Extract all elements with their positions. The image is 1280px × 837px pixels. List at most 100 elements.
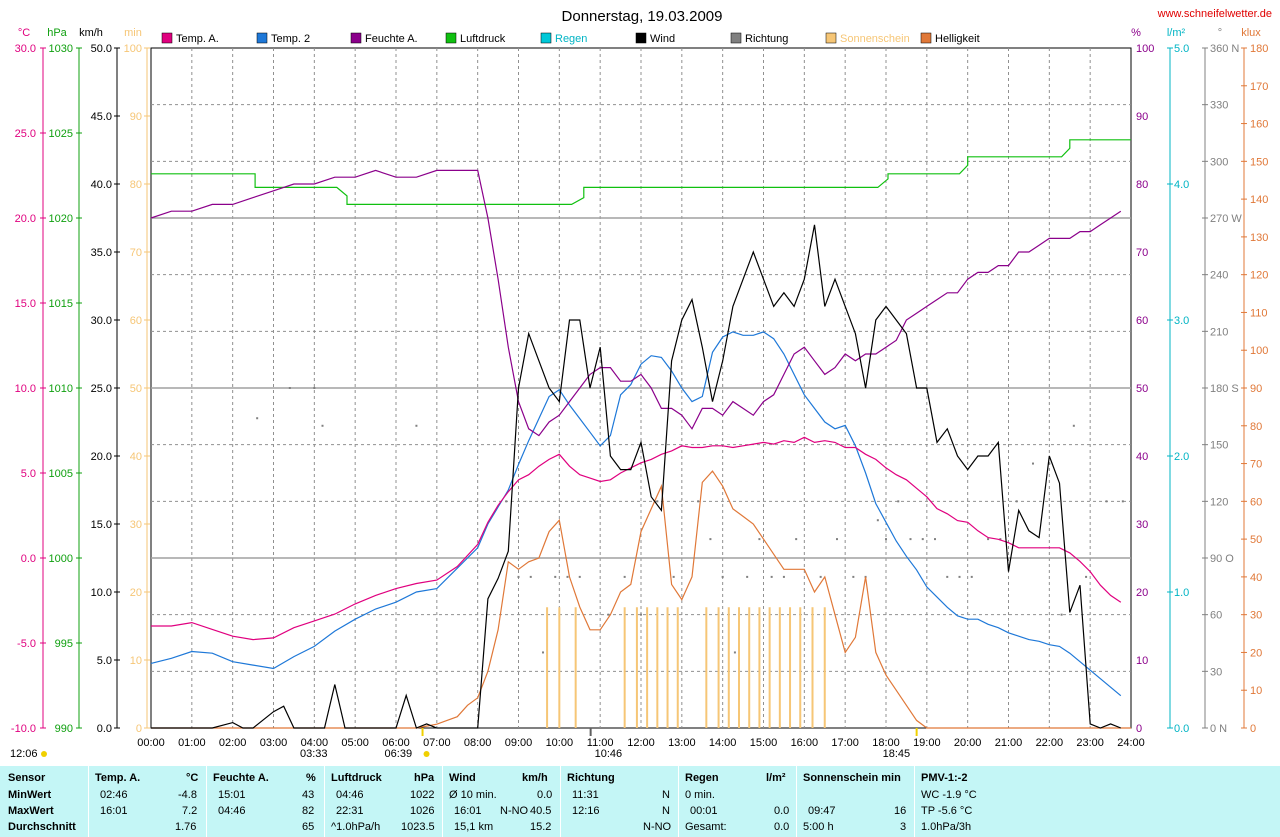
noon-sun-icon bbox=[41, 751, 47, 757]
direction-dot bbox=[672, 575, 675, 578]
tick-klux: 20 bbox=[1250, 647, 1262, 659]
direction-dot bbox=[1085, 575, 1088, 578]
x-tick-label: 23:00 bbox=[1076, 737, 1104, 749]
direction-dot bbox=[256, 417, 259, 420]
legend-label-feuchte: Feuchte A. bbox=[365, 33, 418, 45]
wind-max-value: 40.5 bbox=[530, 805, 552, 817]
direction-dot bbox=[770, 575, 773, 578]
direction-dot bbox=[733, 651, 736, 654]
direction-dot bbox=[758, 538, 761, 541]
x-tick-label: 00:00 bbox=[137, 737, 165, 749]
tick-kmh: 20.0 bbox=[91, 451, 112, 463]
feuchte-min-time: 15:01 bbox=[218, 789, 246, 801]
x-tick-label: 02:00 bbox=[219, 737, 247, 749]
temp-header: Temp. A. bbox=[95, 772, 141, 784]
tick-deg: 240 bbox=[1210, 270, 1228, 282]
tick-kmh: 35.0 bbox=[91, 247, 112, 259]
regen-max-time: 00:01 bbox=[690, 805, 718, 817]
sunset-time: 18:45 bbox=[883, 748, 911, 760]
tick-klux: 120 bbox=[1250, 270, 1268, 282]
tick-deg: 60 bbox=[1210, 610, 1222, 622]
x-axis-labels: 00:00 01:00 02:00 03:00 04:00 05:00 06:00 07:00… bbox=[10, 728, 1145, 760]
sonne-max-time: 09:47 bbox=[808, 805, 836, 817]
wind-max-time: 16:01 bbox=[454, 805, 482, 817]
pmv-header: PMV-1:-2 bbox=[921, 772, 968, 784]
site-url[interactable]: www.schneifelwetter.de bbox=[1157, 8, 1272, 20]
pmv-taupunkt: TP -5.6 °C bbox=[921, 805, 973, 817]
direction-dot bbox=[529, 575, 532, 578]
direction-dot bbox=[1048, 462, 1051, 465]
sunrise-icon bbox=[423, 751, 430, 757]
tick-hpa: 990 bbox=[55, 723, 73, 735]
tick-klux: 110 bbox=[1250, 307, 1268, 319]
weather-chart: Donnerstag, 19.03.2009 www.schneifelwett… bbox=[10, 8, 1272, 760]
legend-label-temp_2: Temp. 2 bbox=[271, 33, 310, 45]
chart-title: Donnerstag, 19.03.2009 bbox=[562, 8, 723, 25]
tick-klux: 40 bbox=[1250, 572, 1262, 584]
legend-label-sonne: Sonnenschein bbox=[840, 33, 910, 45]
legend-label-hell: Helligkeit bbox=[935, 33, 980, 45]
tick-rain: 1.0 bbox=[1174, 587, 1189, 599]
direction-dot bbox=[517, 575, 520, 578]
wind-unit: km/h bbox=[522, 772, 548, 784]
tick-rain: 5.0 bbox=[1174, 43, 1189, 55]
x-tick-label: 14:00 bbox=[709, 737, 737, 749]
sonne-header: Sonnenschein min bbox=[803, 772, 901, 784]
x-tick-label: 16:00 bbox=[791, 737, 819, 749]
x-tick-label: 21:00 bbox=[995, 737, 1023, 749]
tick-pct: 0 bbox=[1136, 723, 1142, 735]
tick-min: 80 bbox=[130, 179, 142, 191]
tick-klux: 50 bbox=[1250, 534, 1262, 546]
tick-klux: 180 bbox=[1250, 43, 1268, 55]
tick-min: 40 bbox=[130, 451, 142, 463]
tick-temp: 30.0 bbox=[15, 43, 36, 55]
tick-min: 0 bbox=[136, 723, 142, 735]
tick-deg: 180 S bbox=[1210, 383, 1239, 395]
direction-dot bbox=[852, 575, 855, 578]
wind-max-direction: N-NO bbox=[500, 805, 529, 817]
x-tick-label: 11:00 bbox=[587, 737, 614, 749]
tick-min: 10 bbox=[130, 655, 142, 667]
x-tick-label: 19:00 bbox=[913, 737, 941, 749]
tick-pct: 50 bbox=[1136, 383, 1148, 395]
tick-pct: 40 bbox=[1136, 451, 1148, 463]
tick-hpa: 1000 bbox=[49, 553, 73, 565]
legend-swatch-luftdruck bbox=[445, 32, 457, 44]
unit-pct: % bbox=[1131, 27, 1141, 39]
direction-dot bbox=[288, 387, 291, 389]
tick-deg: 330 bbox=[1210, 100, 1228, 112]
temp-min-value: -4.8 bbox=[178, 789, 197, 801]
direction-dot bbox=[987, 538, 990, 541]
x-tick-label: 09:00 bbox=[505, 737, 533, 749]
direction-dot bbox=[415, 424, 418, 427]
tick-deg: 150 bbox=[1210, 440, 1228, 452]
tick-rain: 4.0 bbox=[1174, 179, 1189, 191]
tick-deg: 270 W bbox=[1210, 213, 1242, 225]
richtung-min-time: 11:31 bbox=[572, 789, 599, 801]
tick-rain: 0.0 bbox=[1174, 723, 1189, 735]
statistics-table: Sensor MinWert MaxWert Durchschnitt Temp… bbox=[0, 766, 1280, 837]
tick-pct: 30 bbox=[1136, 519, 1148, 531]
legend-swatch-hell bbox=[920, 32, 932, 44]
regen-unit: l/m² bbox=[766, 772, 786, 784]
direction-dot bbox=[999, 538, 1002, 541]
direction-dot bbox=[946, 575, 949, 578]
druck-trend: ^1.0hPa/h bbox=[331, 821, 381, 833]
series-line-luftdruck bbox=[151, 139, 1131, 205]
tick-temp: 5.0 bbox=[21, 468, 36, 480]
wind-avg-value: 15.2 bbox=[530, 821, 552, 833]
temp-max-time: 16:01 bbox=[100, 805, 128, 817]
tick-pct: 10 bbox=[1136, 655, 1148, 667]
tick-min: 100 bbox=[124, 43, 142, 55]
direction-dot bbox=[554, 575, 557, 578]
legend-label-temp_a: Temp. A. bbox=[176, 33, 219, 45]
tick-hpa: 1005 bbox=[49, 468, 73, 480]
legend-label-regen: Regen bbox=[555, 33, 587, 45]
tick-temp: 15.0 bbox=[15, 298, 36, 310]
direction-dot bbox=[709, 538, 712, 541]
x-tick-label: 15:00 bbox=[750, 737, 778, 749]
tick-deg: 210 bbox=[1210, 326, 1228, 338]
richtung-header: Richtung bbox=[567, 772, 615, 784]
feuchte-min-value: 43 bbox=[302, 789, 315, 801]
tick-klux: 90 bbox=[1250, 383, 1262, 395]
